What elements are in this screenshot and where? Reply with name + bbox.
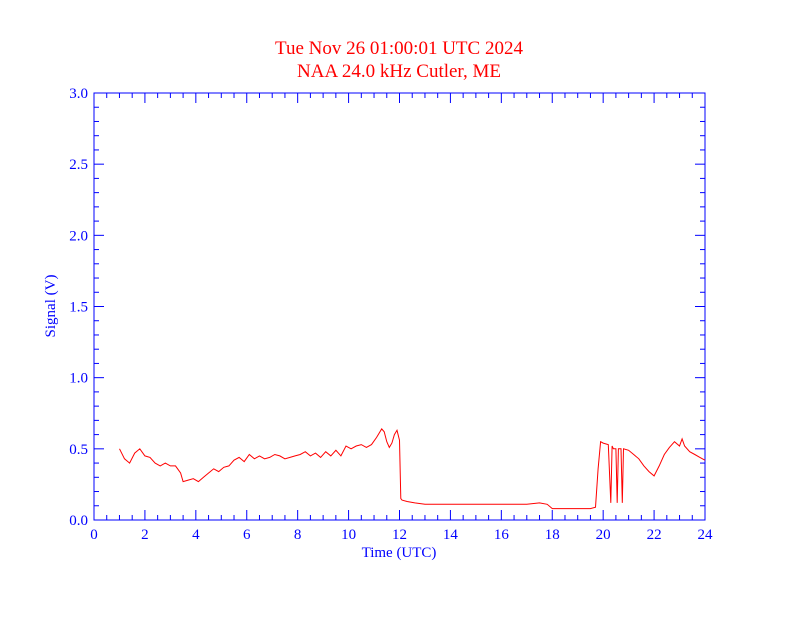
series-layer [119,428,706,510]
x-tick-label: 2 [141,527,149,543]
axis-ticks [93,92,706,521]
x-tick-label: 16 [494,527,510,543]
x-tick-label: 6 [243,527,251,543]
x-tick-label: 14 [443,527,459,543]
axis-tick-labels: 0 2 4 6 8 10 12 14 16 18 20 22 240.00.51.01.52.02.53… [69,86,713,543]
x-axis-label: Time (UTC) [362,545,437,561]
x-tick-label: 20 [596,527,611,543]
x-tick-label: 8 [294,527,302,543]
y-tick-label: 2.0 [69,228,88,244]
x-tick-label: 24 [698,527,714,543]
chart-subtitle: NAA 24.0 kHz Cutler, ME [297,61,501,82]
signal-line [119,428,706,510]
y-tick-label: 2.5 [69,157,88,173]
y-axis-label: Signal (V) [43,275,59,338]
y-tick-label: 0.5 [69,442,88,458]
y-tick-label: 1.0 [69,371,88,387]
y-tick-label: 3.0 [69,86,88,102]
y-tick-label: 0.0 [69,513,88,529]
chart-title: Tue Nov 26 01:00:01 UTC 2024 [275,38,523,59]
x-tick-label: 10 [341,527,356,543]
x-tick-label: 4 [192,527,200,543]
x-tick-label: 18 [545,527,560,543]
y-tick-label: 1.5 [69,300,88,316]
x-tick-label: 22 [647,527,662,543]
x-tick-label: 0 [90,527,98,543]
x-tick-label: 12 [392,527,407,543]
